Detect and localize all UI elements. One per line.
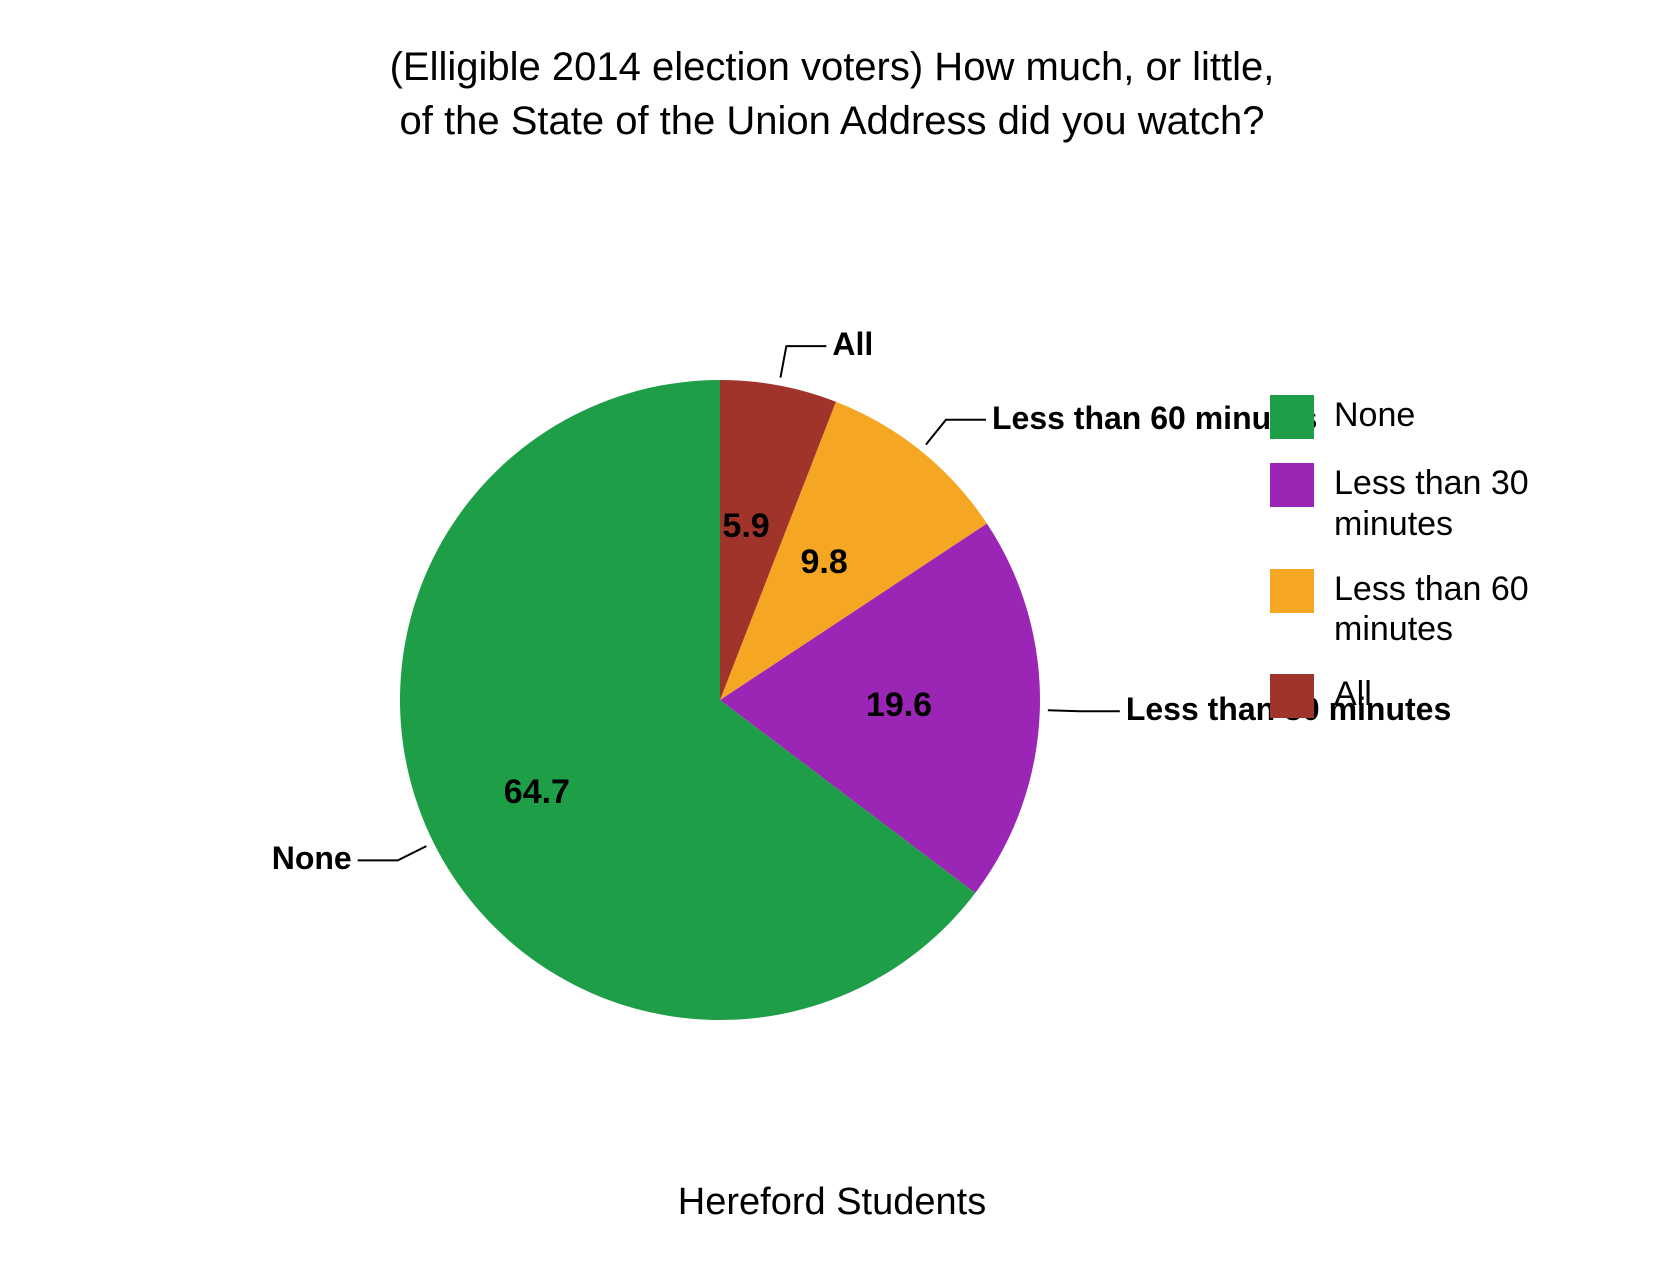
legend-item: None: [1270, 395, 1564, 439]
slice-value: 64.7: [504, 773, 570, 812]
chart-subtitle: Hereford Students: [0, 1181, 1664, 1224]
legend-label: Less than 30 minutes: [1334, 463, 1564, 545]
legend-label: Less than 60 minutes: [1334, 569, 1564, 651]
legend-item: Less than 30 minutes: [1270, 463, 1564, 545]
slice-label: None: [272, 840, 352, 877]
slice-value: 9.8: [800, 543, 847, 582]
chart-container: (Elligible 2014 election voters) How muc…: [0, 0, 1664, 1284]
pie-slices-group: [400, 380, 1040, 1020]
slice-value: 5.9: [722, 507, 769, 546]
legend-item: All: [1270, 674, 1564, 718]
slice-label: All: [832, 326, 873, 363]
leader-line: [926, 420, 986, 445]
leader-line: [780, 346, 826, 377]
legend-swatch: [1270, 463, 1314, 507]
legend-label: None: [1334, 395, 1415, 436]
leader-line: [358, 846, 427, 860]
legend-label: All: [1334, 674, 1372, 715]
slice-value: 19.6: [866, 686, 932, 725]
legend-swatch: [1270, 569, 1314, 613]
legend: None Less than 30 minutes Less than 60 min…: [1270, 395, 1564, 742]
leader-line: [1048, 710, 1120, 711]
slice-label: Less than 60 minutes: [992, 400, 1317, 437]
legend-item: Less than 60 minutes: [1270, 569, 1564, 651]
legend-swatch: [1270, 395, 1314, 439]
legend-swatch: [1270, 674, 1314, 718]
